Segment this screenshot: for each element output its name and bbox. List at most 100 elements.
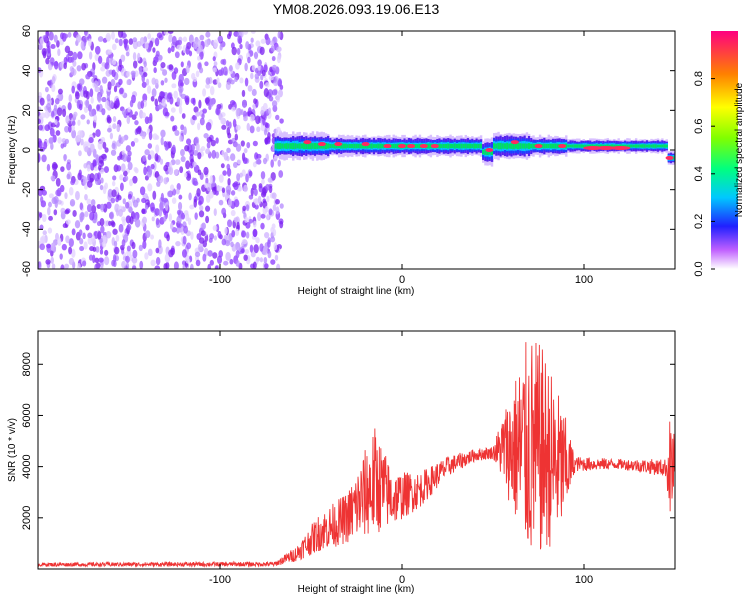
spectrogram-noise-cell xyxy=(56,107,63,116)
spectrogram-band-cell xyxy=(278,143,282,149)
spectrogram-noise-cell xyxy=(119,182,124,192)
spectrogram-band-cell xyxy=(569,144,572,148)
spectrogram-noise-cell xyxy=(255,237,260,244)
spectrogram-noise-cell xyxy=(274,254,279,261)
spectrogram-noise-cell xyxy=(230,209,236,217)
spectrogram-noise-cell xyxy=(199,34,205,41)
spectrogram-noise-cell xyxy=(139,186,146,196)
spectrogram-noise-cell xyxy=(57,48,61,57)
spectrogram-band-cell xyxy=(353,143,356,149)
spectrogram-noise-cell xyxy=(257,211,262,222)
spectrogram-noise-cell xyxy=(221,207,227,216)
spectrogram-band-cell xyxy=(361,143,365,149)
snr-y-tick-label: 6000 xyxy=(21,403,33,427)
spectrogram-peak xyxy=(383,144,392,149)
spectrogram-band-cell xyxy=(645,144,649,148)
spectrogram-noise-cell xyxy=(41,189,47,196)
spectrogram-noise-cell xyxy=(243,116,248,122)
spectrogram-band-cell xyxy=(381,143,385,149)
spectrogram-noise-cell xyxy=(97,140,103,150)
spectrogram-noise-cell xyxy=(262,246,268,256)
spectrogram-noise-cell xyxy=(179,135,183,142)
spectrogram-band-cell xyxy=(656,144,660,148)
spectrogram-noise-cell xyxy=(126,245,131,252)
spectrogram-noise-cell xyxy=(70,56,75,63)
spectrogram-noise-cell xyxy=(253,98,257,105)
spectrogram-band-cell xyxy=(281,143,284,149)
spectrogram-band-cell xyxy=(340,143,343,149)
spectrogram-noise-cell xyxy=(198,99,202,109)
snr-marks xyxy=(38,342,675,568)
spectrogram-noise-cell xyxy=(142,154,147,162)
spectrogram-noise-cell xyxy=(144,252,149,260)
spectrogram-noise-cell xyxy=(153,56,159,63)
spectrogram-noise-cell xyxy=(128,206,133,214)
spectrogram-band-cell xyxy=(479,143,483,149)
spectrogram-noise-cell xyxy=(213,208,217,217)
spectrogram-noise-cell xyxy=(53,196,59,204)
spectrogram-noise-cell xyxy=(54,119,58,126)
spectrogram-band-cell xyxy=(593,144,596,148)
spectrogram-band-cell xyxy=(305,142,308,150)
spectrogram-band-cell xyxy=(471,144,474,148)
spectrogram-noise-cell xyxy=(154,208,160,216)
spectrogram-noise-cell xyxy=(202,88,207,97)
spectrogram-noise-cell xyxy=(152,47,156,53)
spectrogram-noise-cell xyxy=(125,51,130,57)
spectrogram-noise-cell xyxy=(51,263,56,269)
spectrogram-noise-cell xyxy=(101,76,108,84)
spectrogram-noise-cell xyxy=(264,263,269,269)
spectrogram-noise-cell xyxy=(68,257,75,266)
spectrogram-noise-cell xyxy=(183,126,187,136)
spectrogram-noise-cell xyxy=(233,199,240,208)
spectrogram-noise-cell xyxy=(278,170,284,178)
snr-y-label: SNR (10 * v/v) xyxy=(7,418,18,482)
spectrogram-noise-cell xyxy=(49,57,55,66)
spectrogram-noise-cell xyxy=(60,207,66,214)
spectrogram-noise-cell xyxy=(150,259,156,267)
spectrogram-band-cell xyxy=(582,144,585,148)
spectrogram-noise-cell xyxy=(66,173,71,180)
spectrogram-noise-cell xyxy=(262,157,268,165)
spectrogram-noise-cell xyxy=(226,163,231,171)
spectrogram-noise-cell xyxy=(257,65,262,71)
spectrogram-noise-cell xyxy=(252,261,257,269)
spectrogram-noise-cell xyxy=(155,50,160,58)
spectrogram-noise-cell xyxy=(249,244,254,253)
spectrogram-noise-cell xyxy=(69,199,76,207)
spectrogram-panel: -100 0 100 -60 -40 -20 0 20 40 60 Height of stra… xyxy=(7,25,676,297)
spectrogram-noise-cell xyxy=(175,241,181,247)
spectrogram-noise-cell xyxy=(47,206,51,216)
spectrogram-noise-cell xyxy=(201,113,205,119)
spectrogram-noise-cell xyxy=(134,167,139,174)
spectrogram-noise-cell xyxy=(118,134,122,144)
spectrogram-noise-cell xyxy=(144,230,151,238)
spectrogram-noise-cell xyxy=(144,149,150,156)
spectrogram-noise-cell xyxy=(180,124,185,131)
spectrogram-band-cell xyxy=(554,143,557,149)
spectrogram-band-cell xyxy=(521,143,524,149)
spectrogram-x-tick-label: 100 xyxy=(575,274,593,286)
spectrogram-band-cell xyxy=(337,143,341,149)
spectrogram-noise-cell xyxy=(166,234,170,242)
spectrogram-noise-cell xyxy=(68,186,74,196)
spectrogram-noise-cell xyxy=(204,61,209,67)
spectrogram-noise-cell xyxy=(270,259,276,265)
spectrogram-noise-cell xyxy=(85,224,90,231)
spectrogram-noise-cell xyxy=(209,259,214,266)
spectrogram-noise-cell xyxy=(195,70,200,78)
spectrogram-noise-cell xyxy=(50,256,54,264)
spectrogram-band-cell xyxy=(342,143,345,149)
spectrogram-noise-cell xyxy=(107,188,113,198)
spectrogram-noise-cell xyxy=(156,32,163,39)
spectrogram-noise-cell xyxy=(48,31,54,41)
spectrogram-noise-cell xyxy=(231,229,236,238)
spectrogram-noise-cell xyxy=(276,54,281,64)
spectrogram-noise-cell xyxy=(150,202,155,212)
spectrogram-noise-cell xyxy=(86,203,93,213)
spectrogram-noise-cell xyxy=(38,140,43,149)
spectrogram-noise-cell xyxy=(229,153,236,162)
spectrogram-noise-cell xyxy=(102,141,107,149)
spectrogram-noise-cell xyxy=(237,159,242,165)
spectrogram-noise-cell xyxy=(106,92,111,101)
